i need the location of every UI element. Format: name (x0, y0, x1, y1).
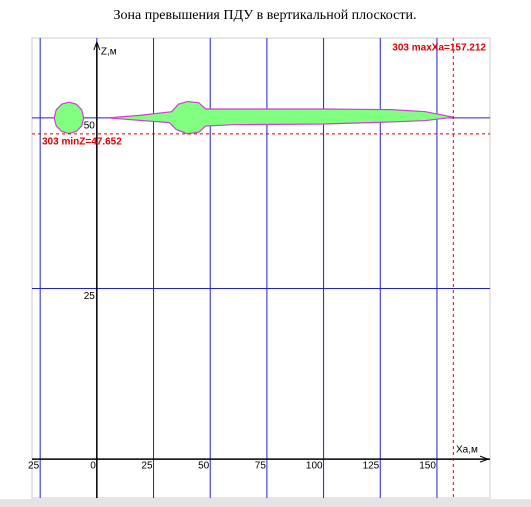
x-axis-label: Xa,м (456, 445, 478, 456)
plot-area: 25 0 25 50 75 100 125 150 25 50 Z,м Xa,м 303 maxXa=1… (28, 37, 491, 499)
x-tick-label: 0 (90, 461, 96, 472)
annotation: 303 minZ=47.652 (42, 137, 122, 148)
x-tick-label: 125 (363, 461, 380, 472)
plot-frame (31, 37, 491, 499)
x-tick-label: 75 (255, 461, 267, 472)
x-tick-label: 25 (28, 461, 40, 472)
y-axis-arrow (93, 40, 101, 51)
chart-title: Зона превышения ПДУ в вертикальной плоск… (114, 8, 417, 23)
annotation: 303 maxXa=157.212 (392, 43, 486, 54)
x-tick-label: 100 (306, 461, 323, 472)
status-strip (0, 499, 531, 507)
x-tick-label: 25 (141, 461, 153, 472)
x-tick-label: 50 (198, 461, 210, 472)
y-axis-label: Z,м (101, 47, 117, 58)
zone-shape (53, 101, 85, 135)
x-tick-label: 150 (419, 461, 436, 472)
y-tick-label: 50 (84, 120, 96, 131)
y-tick-label: 25 (84, 291, 96, 302)
x-axis-arrow (479, 455, 490, 463)
